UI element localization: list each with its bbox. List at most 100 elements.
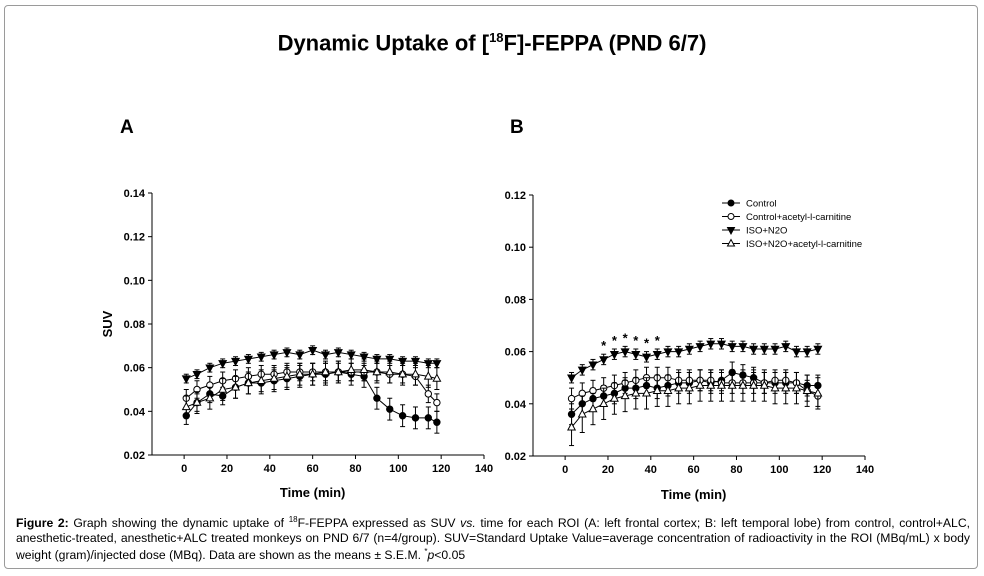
panel-a-data-point [373,394,381,402]
panel-b-data-point [781,382,791,392]
panel-b-x-axis-label: Time (min) [661,487,727,502]
panel-b-y-tick-label: 0.06 [505,347,526,359]
caption-label: Figure 2: [16,516,69,531]
panel-b-data-point [706,380,716,389]
panel-a-data-point [320,366,331,376]
panel-b-data-point [609,393,619,402]
panel-a-data-point [410,357,420,367]
panel-b-data-point [706,340,716,350]
panel-b-data-point [759,345,769,355]
panel-a-data-point [205,364,215,373]
title-prefix: Dynamic Uptake of [ [277,30,490,56]
panel-b-significance-star: * [601,338,607,353]
panel-b-data-point [738,380,748,389]
panel-a-data-point [359,353,369,363]
panel-a-y-axis-label: SUV [100,310,115,337]
panel-a-x-tick-label: 20 [221,463,233,475]
panel-a-data-point [333,366,343,376]
panel-b-data-point [716,380,727,389]
panel-b-letter: B [510,117,524,138]
panel-a-data-point [308,368,318,378]
panel-b-y-tick-label: 0.04 [505,399,527,411]
panel-b-data-point [802,348,812,357]
panel-a-y-tick-label: 0.08 [124,319,145,331]
panel-a-data-point [231,382,241,391]
panel-a-data-point [218,360,228,369]
panel-a-y-tick-label: 0.02 [124,450,145,462]
panel-a-data-point [410,368,420,378]
caption-vs: vs. [460,516,476,531]
panel-a-y-tick-label: 0.14 [124,188,146,200]
panel-a-data-point [282,349,292,358]
panel-b-data-point [663,348,673,357]
panel-b-significance-star: * [644,336,650,351]
panel-b-data-point [727,380,737,389]
panel-a-data-point [333,349,343,358]
panel-b-legend-label: ISO+N2O+acetyl-l-carnitine [746,239,862,250]
panel-a-x-tick-label: 120 [432,463,450,475]
panel-a-data-point [192,371,202,380]
panel-b-legend-label: Control+acetyl-l-carnitine [746,212,851,223]
panel-b-data-point [631,351,641,360]
caption-text-3: time for each ROI (A: left frontal corte… [16,516,971,563]
panel-b-data-point [641,388,652,397]
panel-a-x-tick-label: 40 [264,463,276,475]
panel-b-significance-star: * [623,330,629,345]
panel-a-data-point [359,364,369,374]
panel-a-x-tick-label: 140 [475,463,493,475]
panel-b-y-tick-label: 0.12 [505,190,526,202]
panel-b-data-point [802,385,812,394]
panel-a-data-point [372,366,382,376]
panel-a-data-point [385,366,395,376]
panel-b-data-point [588,361,598,370]
panel-a-x-tick-label: 100 [389,463,407,475]
caption-star: * [424,547,428,557]
panel-b-legend-marker [726,238,736,247]
title-superscript: 18 [489,30,504,45]
panel-b-y-tick-label: 0.08 [505,294,526,306]
panel-a-data-point [192,397,202,406]
panel-a-x-tick-label: 80 [349,463,361,475]
panel-a-data-point [398,368,408,378]
panel-b-data-point [663,385,673,394]
panel-a-x-axis-label: Time (min) [280,485,346,500]
panel-b-data-point [749,345,759,355]
panel-a-y-tick-label: 0.06 [124,363,145,375]
panel-a-y-tick-label: 0.10 [124,275,145,287]
panel-a-data-point [346,364,356,374]
panel-b-data-point [813,345,823,355]
panel-a-data-point [432,373,442,382]
panel-a-data-point [424,414,433,422]
panel-b-data-point [716,340,727,350]
panel-b-data-point [620,390,630,400]
panel-b-data-point [567,374,577,383]
panel-a-data-point [385,355,395,365]
figure-frame [4,5,978,569]
panel-b-legend-marker [726,227,736,236]
panel-a-data-point [243,377,253,387]
panel-a-data-point [423,371,433,380]
panel-a-letter: A [120,117,134,138]
panel-a-data-point [256,353,266,363]
title-suffix: F]-FEPPA (PND 6/7) [503,30,707,56]
panel-b-data-point [641,353,652,363]
panel-b-data-point [749,380,759,389]
panel-a-data-point [424,390,433,398]
panel-a-data-point [295,351,305,360]
caption-p: p [427,548,435,563]
panel-b-data-point [791,382,801,392]
caption-text-2: F-FEPPA expressed as SUV [297,516,461,531]
panel-b-x-tick-label: 140 [856,464,874,476]
panel-b-series-line-3 [571,385,818,428]
panel-a-x-tick-label: 0 [181,463,187,475]
panel-b-data-point [599,398,609,407]
panel-b-data-point [652,351,662,360]
caption-tail: <0.05 [434,548,466,563]
panel-b-y-tick-label: 0.02 [505,451,526,463]
panel-b-data-point [674,348,684,357]
panel-b-x-tick-label: 100 [770,464,788,476]
chart-canvas: 0.02 0.04 0.06 0.08 0.10 0.12 0.14 0 20 40 60 80 100… [100,188,874,502]
figure-caption: Figure 2: Graph showing the dynamic upta… [16,513,970,563]
panel-b-data-point [738,343,748,352]
panel-a-data-point [243,355,253,365]
